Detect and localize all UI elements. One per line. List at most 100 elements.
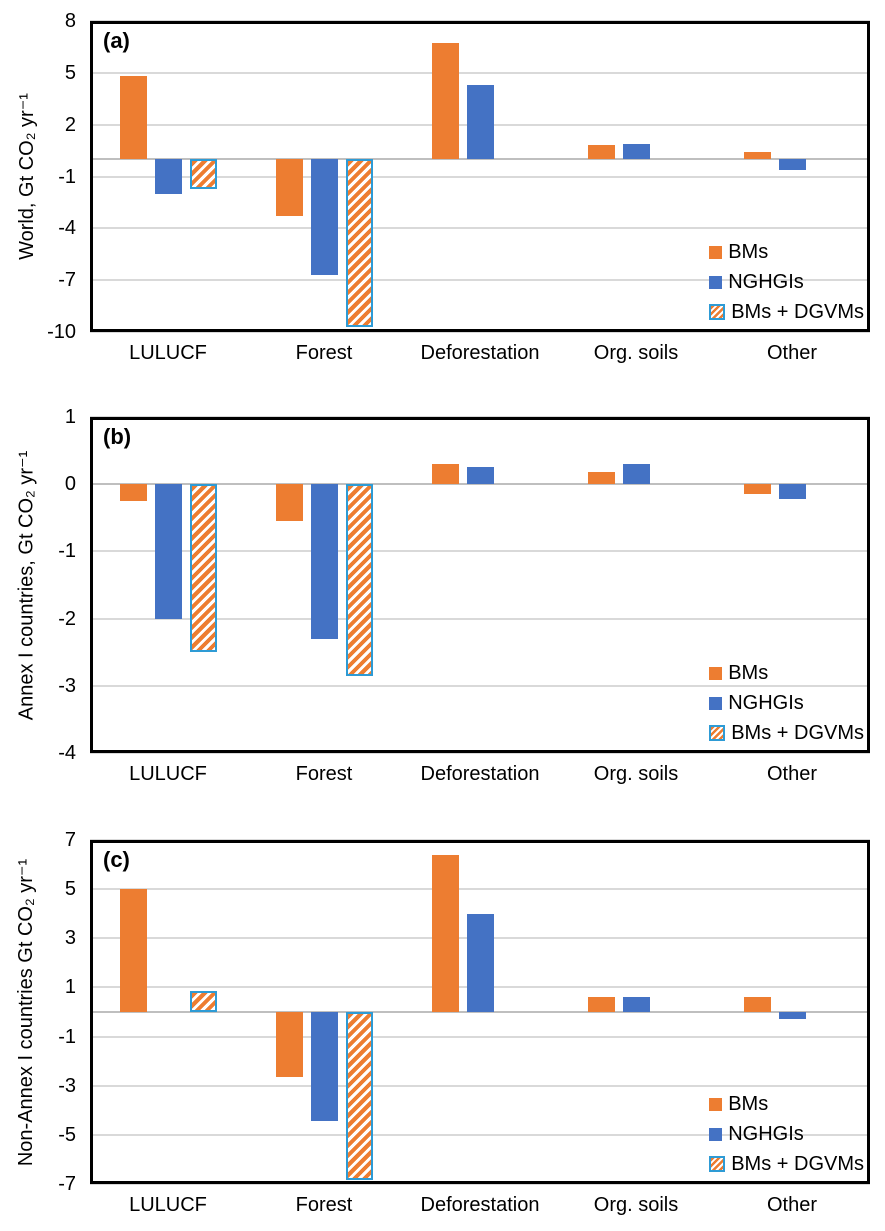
- legend-swatch-solid-orange: [709, 1097, 723, 1111]
- bar-BMs + DGVMs-Forest: [345, 1012, 373, 1181]
- bar-BMs-Org. soils: [587, 997, 615, 1012]
- x-category-label: LULUCF: [129, 342, 207, 364]
- legend-swatch-orange-hatch-blue-border: [709, 1156, 726, 1172]
- gridline: [90, 416, 870, 418]
- x-category-label: Deforestation: [420, 1194, 540, 1216]
- bar-NGHGIs-Forest: [310, 484, 338, 639]
- x-category-label: Deforestation: [420, 342, 540, 364]
- legend-label: NGHGIs: [728, 692, 804, 714]
- legend-swatch-orange-hatch-blue-border: [709, 725, 726, 741]
- bar-BMs-Forest: [275, 1012, 303, 1078]
- legend-label: NGHGIs: [728, 1123, 804, 1145]
- y-tick-label: -3: [58, 674, 76, 697]
- bar-BMs-Forest: [275, 159, 303, 217]
- legend-item: NGHGIs: [709, 271, 804, 293]
- y-tick-label: -2: [58, 607, 76, 630]
- x-category-label: Other: [766, 763, 818, 785]
- bar-BMs-Other: [743, 484, 771, 495]
- gridline: [90, 617, 870, 620]
- x-category-label: Other: [766, 1194, 818, 1216]
- y-tick-label: -3: [58, 1074, 76, 1097]
- y-tick-label: -7: [58, 269, 76, 292]
- gridline: [90, 279, 870, 282]
- gridline: [90, 550, 870, 553]
- legend-label: BMs: [728, 1093, 769, 1115]
- y-axis-title-text: Non-Annex I countries Gt CO₂ yr⁻¹: [15, 858, 38, 1166]
- bar-NGHGIs-Deforestation: [466, 467, 494, 485]
- x-category-label: Org. soils: [593, 763, 679, 785]
- y-tick-label: -4: [58, 217, 76, 240]
- bar-NGHGIs-Org. soils: [622, 143, 650, 160]
- plot-area-a: (a) BMs NGHGIs BMs + DGVMs: [90, 20, 870, 333]
- legend-item: BMs + DGVMs: [709, 722, 864, 744]
- legend-label: BMs + DGVMs: [731, 722, 864, 744]
- gridline: [90, 20, 870, 22]
- legend-swatch-solid-orange: [709, 666, 723, 680]
- bar-BMs + DGVMs-Forest: [345, 159, 373, 327]
- plot-area-c: (c) BMs NGHGIs BMs + DGVMs: [90, 839, 870, 1185]
- x-category-label: Deforestation: [420, 763, 540, 785]
- y-tick-label: 7: [64, 829, 76, 851]
- plot-area-b: (b) BMs NGHGIs BMs + DGVMs: [90, 416, 870, 754]
- gridline: [90, 175, 870, 178]
- y-tick-label: 1: [64, 406, 76, 428]
- gridline: [90, 1084, 870, 1087]
- legend-swatch-solid-blue: [709, 696, 723, 710]
- y-tick-label: -1: [58, 1025, 76, 1048]
- x-category-label: Forest: [295, 1194, 353, 1216]
- y-tick-label: -4: [58, 742, 76, 764]
- bar-BMs + DGVMs-LULUCF: [189, 159, 217, 189]
- gridline: [90, 839, 870, 841]
- legend-item: NGHGIs: [709, 692, 804, 714]
- gridline: [90, 888, 870, 891]
- bar-NGHGIs-Org. soils: [622, 464, 650, 485]
- gridline: [90, 1183, 870, 1185]
- legend-label: BMs + DGVMs: [731, 301, 864, 323]
- x-category-label: LULUCF: [129, 1194, 207, 1216]
- gridline: [90, 752, 870, 754]
- gridline: [90, 1035, 870, 1038]
- bar-BMs-LULUCF: [119, 484, 147, 501]
- legend-item: BMs: [709, 1093, 768, 1115]
- y-axis-title-annex1: Annex I countries, Gt CO₂ yr⁻¹: [0, 417, 52, 753]
- bar-BMs-Deforestation: [431, 464, 459, 485]
- gridline: [90, 684, 870, 687]
- legend-label: NGHGIs: [728, 271, 804, 293]
- x-category-label: Forest: [295, 342, 353, 364]
- legend-label: BMs + DGVMs: [731, 1153, 864, 1175]
- gridline: [90, 331, 870, 333]
- bar-BMs-LULUCF: [119, 76, 147, 160]
- bar-BMs-Other: [743, 997, 771, 1012]
- zero-axis-line: [90, 483, 870, 486]
- bar-NGHGIs-Deforestation: [466, 913, 494, 1012]
- panel-label-a: (a): [103, 28, 130, 53]
- legend-swatch-solid-orange: [709, 245, 723, 259]
- legend: BMs NGHGIs BMs + DGVMs: [709, 1093, 864, 1175]
- legend: BMs NGHGIs BMs + DGVMs: [709, 241, 864, 323]
- bar-NGHGIs-Other: [778, 1012, 806, 1020]
- zero-axis-line: [90, 1011, 870, 1013]
- legend-item: NGHGIs: [709, 1123, 804, 1145]
- x-category-label: Forest: [295, 763, 353, 785]
- bar-BMs-Deforestation: [431, 854, 459, 1012]
- bar-NGHGIs-Other: [778, 159, 806, 170]
- bar-BMs + DGVMs-LULUCF: [189, 484, 217, 653]
- panel-label-b: (b): [103, 424, 132, 449]
- y-tick-label: 0: [64, 473, 76, 496]
- legend-swatch-orange-hatch-blue-border: [709, 304, 726, 320]
- y-tick-label: 5: [64, 878, 76, 901]
- legend-item: BMs + DGVMs: [709, 301, 864, 323]
- bar-BMs-Forest: [275, 484, 303, 522]
- panel-label-c: (c): [103, 847, 130, 872]
- bar-BMs-LULUCF: [119, 889, 147, 1012]
- legend-item: BMs: [709, 241, 768, 263]
- legend-label: BMs: [728, 241, 769, 263]
- y-tick-label: 8: [64, 10, 76, 32]
- y-tick-label: -1: [58, 165, 76, 188]
- legend-item: BMs: [709, 662, 768, 684]
- bar-BMs-Other: [743, 152, 771, 160]
- y-tick-label: 5: [64, 61, 76, 84]
- bar-NGHGIs-Deforestation: [466, 84, 494, 160]
- legend-swatch-solid-blue: [709, 1127, 723, 1141]
